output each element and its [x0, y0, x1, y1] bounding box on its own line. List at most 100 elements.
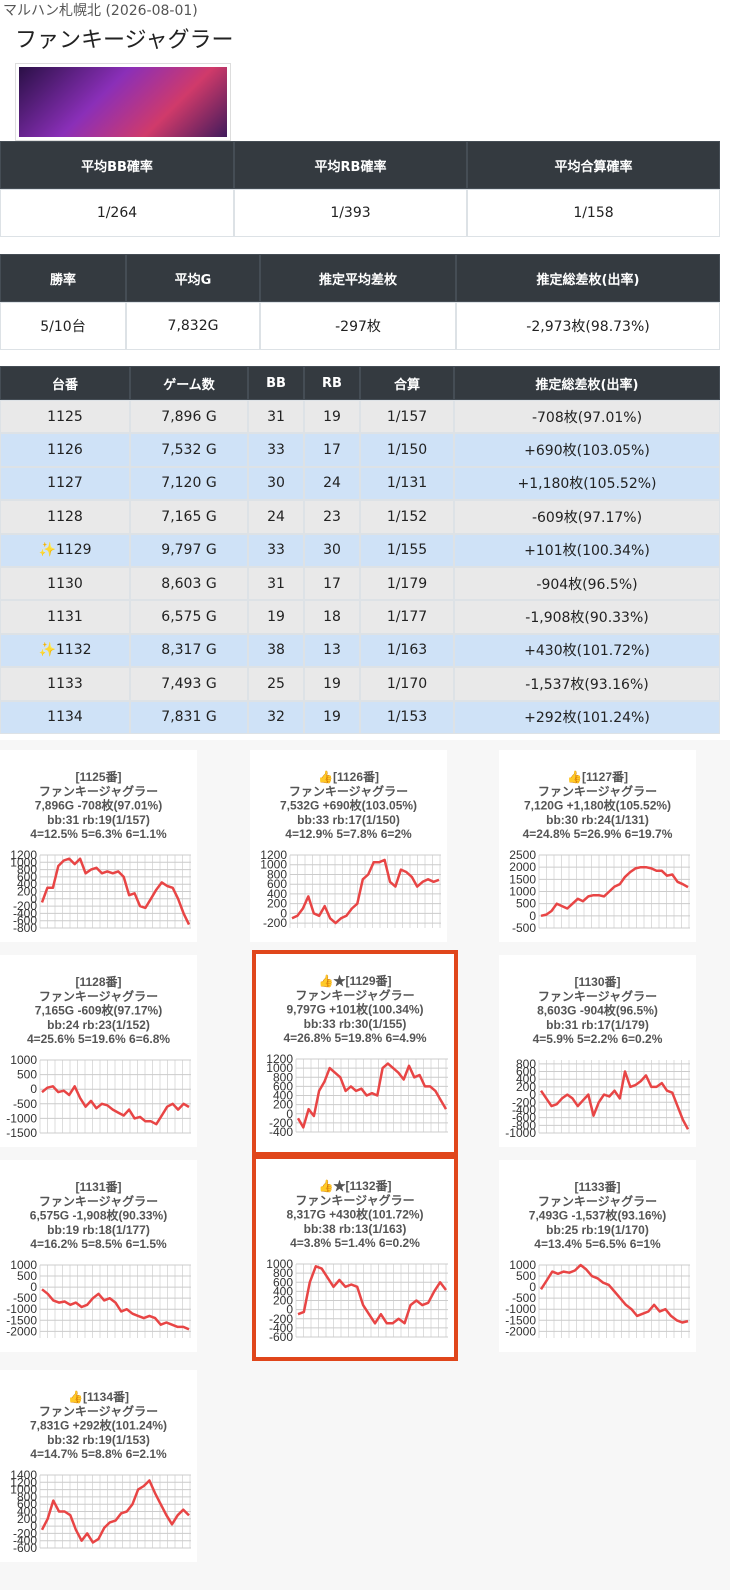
chart-title-line: ファンキージャグラー [289, 783, 408, 798]
chart-title-line: 4=13.4% 5=6.5% 6=1% [534, 1237, 661, 1251]
y-tick-label: -200 [269, 1116, 293, 1130]
chart-title-line: 7,896G -708枚(97.01%) [35, 798, 162, 813]
table-header: ゲーム数 [130, 366, 248, 400]
table-cell: 7,831 G [130, 700, 248, 734]
y-tick-label: -200 [13, 1526, 37, 1540]
y-tick-label: 1200 [10, 848, 37, 862]
y-tick-label: 200 [273, 1294, 293, 1308]
chart-title-line: 👍[1127番] [567, 769, 628, 784]
table-cell: 33 [248, 533, 304, 567]
table-cell: 18 [304, 600, 360, 634]
y-tick-label: -400 [269, 1321, 293, 1335]
table-cell: 1131 [0, 600, 130, 634]
chart-title-line: [1128番] [75, 974, 121, 989]
y-tick-label: 0 [30, 1280, 37, 1294]
y-tick-label: 500 [17, 1269, 37, 1283]
table-cell: 17 [304, 567, 360, 601]
table-cell: 1134 [0, 700, 130, 734]
table-cell: 1127 [0, 466, 130, 501]
chart-title-line: 👍[1134番] [68, 1389, 129, 1404]
chart-title-line: ファンキージャグラー [538, 783, 657, 798]
y-tick-label: 0 [280, 906, 287, 920]
chart-title-line: bb:33 rb:30(1/155) [304, 1017, 407, 1031]
y-tick-label: 600 [273, 1275, 293, 1289]
y-tick-label: -800 [13, 921, 37, 935]
y-tick-label: -1500 [6, 1126, 37, 1140]
y-tick-label: 1000 [260, 858, 287, 872]
chart-card: [1130番] ファンキージャグラー 8,603G -904枚(96.5%) bb:3… [499, 955, 696, 1147]
table-cell: -1,908枚(90.33%) [454, 600, 720, 634]
y-tick-label: 2500 [509, 848, 536, 862]
y-tick-label: -600 [512, 1111, 536, 1125]
y-tick-label: 400 [273, 1089, 293, 1103]
y-tick-label: 1000 [10, 855, 37, 869]
table-cell: 1126 [0, 433, 130, 467]
chart-title-line: ファンキージャグラー [295, 1192, 414, 1207]
y-tick-label: 0 [529, 909, 536, 923]
chart-title-line: [1130番] [574, 974, 620, 989]
line [540, 865, 689, 918]
chart-card: [1133番] ファンキージャグラー 7,493G -1,537枚(93.16%) b… [499, 1160, 696, 1352]
chart-card: [1131番] ファンキージャグラー 6,575G -1,908枚(90.33%) b… [0, 1160, 197, 1352]
y-tick-label: 800 [17, 1490, 37, 1504]
y-tick-label: -400 [512, 1103, 536, 1117]
y-tick-label: -600 [13, 914, 37, 928]
y-tick-label: 200 [17, 885, 37, 899]
line [40, 857, 191, 926]
chart-title-line: bb:31 rb:19(1/157) [47, 813, 150, 827]
table-cell: -297枚 [260, 302, 456, 350]
line [41, 1288, 190, 1331]
table-cell: 19 [304, 700, 360, 734]
chart-title-line: 6,575G -1,908枚(90.33%) [30, 1208, 167, 1223]
table-cell: -2,973枚(98.73%) [456, 302, 720, 350]
table-cell: 19 [304, 400, 360, 434]
table-header: 平均G [126, 254, 260, 302]
table-cell: 19 [304, 667, 360, 701]
table-cell: 33 [248, 433, 304, 467]
table-cell: 24 [248, 500, 304, 534]
y-tick-label: 0 [529, 1280, 536, 1294]
y-tick-label: 0 [30, 892, 37, 906]
y-tick-label: 400 [17, 1505, 37, 1519]
table-cell: 8,317 G [130, 633, 248, 668]
y-tick-label: 600 [267, 877, 287, 891]
y-tick-label: 1400 [10, 1468, 37, 1482]
table-header: 平均RB確率 [234, 141, 467, 189]
y-tick-label: 1000 [10, 1483, 37, 1497]
table-cell: ✨1132 [0, 633, 130, 668]
table-cell: 1/393 [234, 189, 467, 237]
chart-title-line: 4=12.5% 5=6.3% 6=1.1% [30, 827, 167, 841]
y-tick-label: 1000 [509, 1258, 536, 1272]
y-tick-label: 1000 [266, 1257, 293, 1271]
line [539, 1070, 690, 1130]
table-cell: +1,180枚(105.52%) [454, 466, 720, 501]
chart-title-line: 7,120G +1,180枚(105.52%) [524, 798, 671, 813]
line [41, 1085, 190, 1126]
y-tick-label: 1200 [266, 1052, 293, 1066]
table-cell: 7,832G [126, 302, 260, 350]
y-tick-label: -200 [263, 916, 287, 930]
chart-title-line: ファンキージャグラー [39, 988, 158, 1003]
chart-title-line: 👍★[1132番] [319, 1178, 392, 1193]
table-cell: 19 [248, 600, 304, 634]
line [297, 1265, 447, 1325]
chart-title-line: 4=16.2% 5=8.5% 6=1.5% [30, 1237, 167, 1251]
line [539, 1263, 689, 1324]
chart-card: 👍★[1129番] ファンキージャグラー 9,797G +101枚(100.34%)… [252, 950, 458, 1156]
y-tick-label: 200 [516, 1080, 536, 1094]
chart-title-line: 8,603G -904枚(96.5%) [537, 1003, 658, 1018]
table-header: 勝率 [0, 254, 126, 302]
y-tick-label: 0 [529, 1088, 536, 1102]
chart-title-line: 7,165G -609枚(97.17%) [35, 1003, 162, 1018]
chart-title-line: 4=25.6% 5=19.6% 6=6.8% [27, 1032, 170, 1046]
y-tick-label: 800 [273, 1070, 293, 1084]
chart-title-line: [1131番] [75, 1179, 121, 1194]
table-cell: 1/163 [360, 633, 454, 668]
